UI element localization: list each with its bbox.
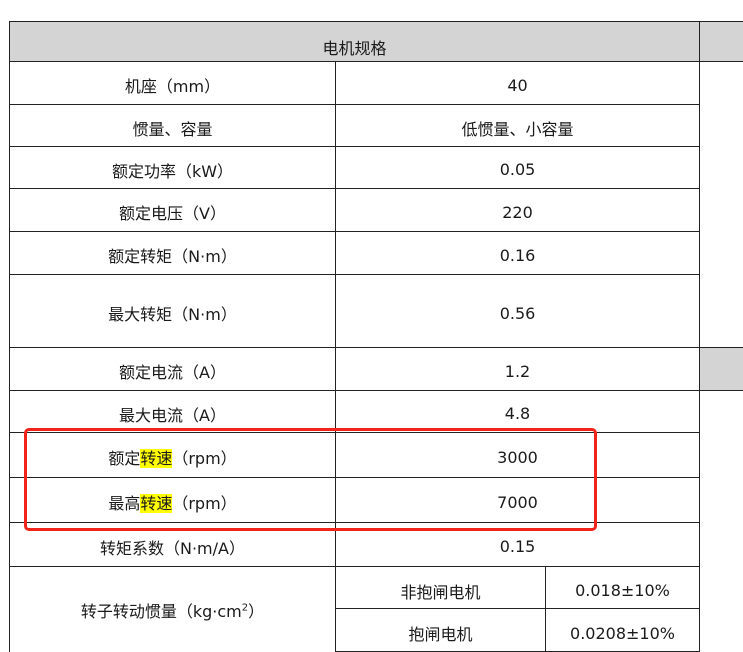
sub-label: 抱闸电机 (335, 608, 546, 652)
row-label-text: 最大转矩（N·m） (108, 305, 237, 324)
row-value: 220 (335, 188, 700, 232)
sub-value: 0.0208±10% (545, 608, 700, 652)
row-value-text: 0.16 (499, 245, 536, 265)
annotation-box (24, 428, 597, 531)
row-value: 0.16 (335, 231, 700, 275)
row-value-text: 3000 (497, 447, 538, 467)
row-label: 额定功率（kW） (9, 146, 336, 189)
row-label-text: 额定电流（A） (119, 363, 226, 382)
row-label-text: 转子转动惯量（kg·cm2） (80, 601, 265, 621)
row-label: 惯量、容量 (9, 104, 336, 147)
row-value-text: 0.56 (499, 303, 536, 323)
row-label: 额定电流（A） (9, 347, 336, 391)
row-label-text: 额定功率（kW） (111, 161, 234, 181)
row-label: 额定电压（V） (9, 188, 336, 232)
label-prefix: 额定 (108, 449, 141, 468)
row-value-text: 7000 (497, 492, 538, 512)
extra-column-body (699, 390, 743, 652)
row-value-text: 40 (507, 75, 528, 95)
row-label-text: 最大电流（A） (119, 405, 226, 425)
row-value: 4.8 (335, 390, 700, 433)
row-label-text: 机座（mm） (124, 77, 221, 96)
row-value-text: 0.05 (499, 160, 536, 179)
row-value-text: 低惯量、小容量 (461, 119, 574, 139)
row-label: 额定转速（rpm） (9, 432, 336, 478)
row-value-text: 1.2 (504, 361, 531, 381)
row-value: 0.56 (335, 274, 700, 348)
highlighted-text: 转速 (140, 449, 173, 468)
row-value-text: 220 (502, 202, 533, 222)
header-title: 电机规格 (322, 38, 387, 58)
label-prefix: 最高 (108, 494, 141, 513)
row-label: 最大电流（A） (9, 390, 336, 433)
sub-label: 非抱闸电机 (335, 566, 546, 609)
row-value-text: 4.8 (504, 404, 531, 423)
row-value: 40 (335, 61, 700, 105)
row-label-text: 惯量、容量 (132, 119, 213, 139)
row-label: 最大转矩（N·m） (9, 274, 336, 348)
row-label: 额定转矩（N·m） (9, 231, 336, 275)
row-value-text: 0.15 (499, 537, 536, 556)
row-label-text: 最高转速（rpm） (108, 490, 237, 514)
row-value: 0.05 (335, 146, 700, 189)
row-label: 机座（mm） (9, 61, 336, 105)
label-suffix: （rpm） (172, 449, 237, 468)
extra-column-gray-cell (699, 347, 743, 391)
row-label: 转子转动惯量（kg·cm2） (9, 566, 336, 652)
row-label-text: 额定电压（V） (119, 204, 226, 223)
row-value: 1.2 (335, 347, 700, 391)
extra-column-body (699, 61, 743, 348)
highlighted-text: 转速 (140, 494, 173, 513)
label-suffix: （rpm） (172, 494, 237, 513)
row-label-text: 额定转速（rpm） (108, 445, 237, 469)
row-value: 低惯量、小容量 (335, 104, 700, 147)
row-label-text: 额定转矩（N·m） (108, 247, 237, 266)
sub-value: 0.018±10% (545, 566, 700, 609)
row-label-text: 转矩系数（N·m/A） (100, 538, 245, 558)
extra-column-header (699, 21, 743, 62)
table-header: 电机规格 (9, 21, 700, 62)
